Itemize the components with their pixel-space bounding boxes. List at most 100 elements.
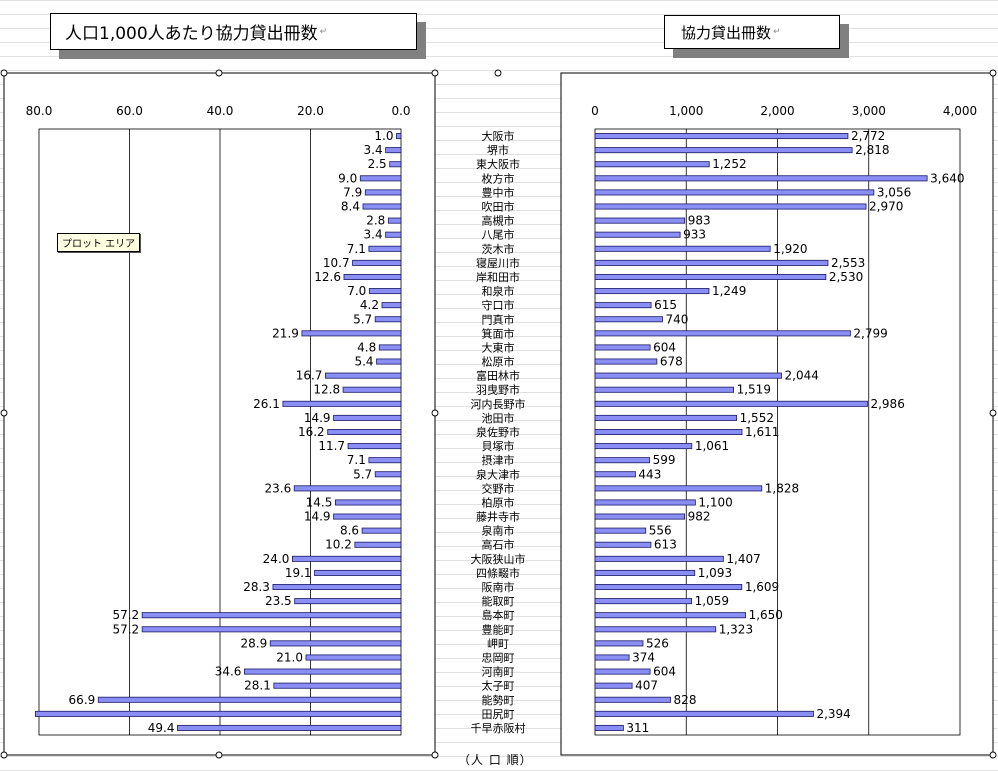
right-bar: [594, 231, 681, 238]
right-value-label: 311: [626, 721, 649, 735]
category-label: 泉大津市: [476, 467, 520, 481]
left-bar: [305, 654, 402, 661]
right-chart-title-text: 協力貸出冊数: [681, 23, 772, 42]
category-label: 交野市: [482, 481, 515, 495]
left-value-label: 4.8: [357, 340, 376, 354]
right-value-label: 983: [688, 214, 711, 228]
right-bar: [594, 344, 651, 351]
right-value-label: 1,519: [737, 383, 771, 397]
category-label: 豊能町: [482, 622, 515, 636]
right-value-label: 604: [653, 340, 676, 354]
category-label: 豊中市: [482, 185, 515, 199]
category-label: 大阪狭山市: [471, 552, 526, 566]
left-value-label: 2.5: [368, 157, 387, 171]
right-value-label: 1,828: [765, 481, 799, 495]
left-value-label: 7.0: [347, 284, 366, 298]
category-label: 東大阪市: [476, 157, 520, 171]
selection-handle: [215, 751, 223, 759]
right-value-label: 2,530: [829, 270, 863, 284]
left-value-label: 23.5: [265, 594, 292, 608]
right-value-label: 604: [653, 665, 676, 679]
category-label: 千早赤阪村: [471, 721, 526, 735]
category-label: 能取町: [482, 594, 515, 608]
left-bar: [141, 626, 402, 633]
left-bar: [374, 316, 402, 323]
right-value-label: 1,920: [773, 242, 807, 256]
category-label: 吹田市: [482, 200, 515, 214]
category-label: 河南町: [482, 666, 515, 679]
left-tick-label: 20.0: [297, 104, 324, 118]
left-bar: [282, 400, 402, 407]
left-value-label: 16.7: [296, 369, 323, 383]
right-bar: [594, 640, 644, 647]
right-bar: [594, 245, 771, 252]
right-value-label: 740: [666, 312, 689, 326]
left-value-label: 9.0: [338, 171, 357, 185]
left-bar: [291, 555, 402, 562]
category-label: 大東市: [482, 340, 515, 354]
left-bar: [385, 231, 402, 238]
right-value-label: 2,986: [870, 397, 904, 411]
right-value-label: 828: [674, 693, 697, 707]
category-label: 島本町: [482, 608, 515, 622]
right-bar: [594, 414, 738, 421]
right-bar: [594, 428, 743, 435]
category-label: 門真市: [482, 312, 515, 326]
left-value-label: 66.9: [69, 693, 96, 707]
category-label: 能勢町: [482, 693, 515, 707]
right-value-label: 556: [649, 524, 672, 538]
selection-handle: [0, 751, 8, 759]
left-value-label: 19.1: [285, 566, 312, 580]
left-bar: [368, 457, 402, 464]
category-label: 岬町: [487, 637, 509, 650]
category-label: 大阪市: [482, 129, 515, 143]
left-tick-label: 0.0: [391, 104, 410, 118]
left-bar: [354, 541, 402, 548]
left-bar: [177, 724, 402, 731]
right-value-label: 2,970: [869, 200, 903, 214]
left-bar: [387, 217, 402, 224]
right-bar: [594, 654, 630, 661]
left-bar: [389, 161, 402, 168]
category-label: 柏原市: [482, 495, 515, 509]
category-label: 池田市: [482, 411, 515, 425]
category-label: 箕面市: [482, 326, 515, 340]
right-value-label: 933: [683, 228, 706, 242]
right-bar: [594, 584, 743, 591]
left-value-label: 28.3: [243, 580, 270, 594]
rotation-handle: [494, 69, 502, 77]
left-bar: [361, 527, 402, 534]
left-bar: [244, 668, 402, 675]
category-label: 和泉市: [482, 284, 515, 298]
left-value-label: 4.2: [360, 298, 379, 312]
right-value-label: 1,093: [698, 566, 732, 580]
left-tick-label: 60.0: [116, 104, 143, 118]
right-bar: [594, 513, 686, 520]
left-value-label: 11.7: [318, 439, 345, 453]
left-value-label: 5.7: [353, 312, 372, 326]
right-value-label: 1,061: [695, 439, 729, 453]
left-bar: [325, 372, 402, 379]
category-label: 田尻町: [482, 708, 515, 721]
right-bar: [594, 372, 782, 379]
left-bar: [34, 710, 402, 717]
right-value-label: 1,252: [712, 157, 746, 171]
left-bar: [273, 682, 402, 689]
right-bar: [594, 541, 652, 548]
left-value-label: 8.6: [340, 524, 359, 538]
left-value-label: 7.9: [343, 185, 362, 199]
return-mark-icon: ↵: [319, 26, 328, 37]
left-tick-label: 40.0: [207, 104, 234, 118]
right-value-label: 982: [688, 510, 711, 524]
right-bar: [594, 668, 651, 675]
left-bar: [381, 302, 402, 309]
selection-handle: [0, 69, 8, 77]
left-value-label: 28.1: [244, 679, 271, 693]
left-bar: [342, 386, 402, 393]
right-value-label: 1,650: [749, 608, 783, 622]
right-value-label: 1,323: [719, 622, 753, 636]
right-bar: [594, 710, 814, 717]
right-value-label: 443: [638, 467, 661, 481]
category-label: 八尾市: [482, 228, 515, 242]
left-bar: [374, 471, 402, 478]
